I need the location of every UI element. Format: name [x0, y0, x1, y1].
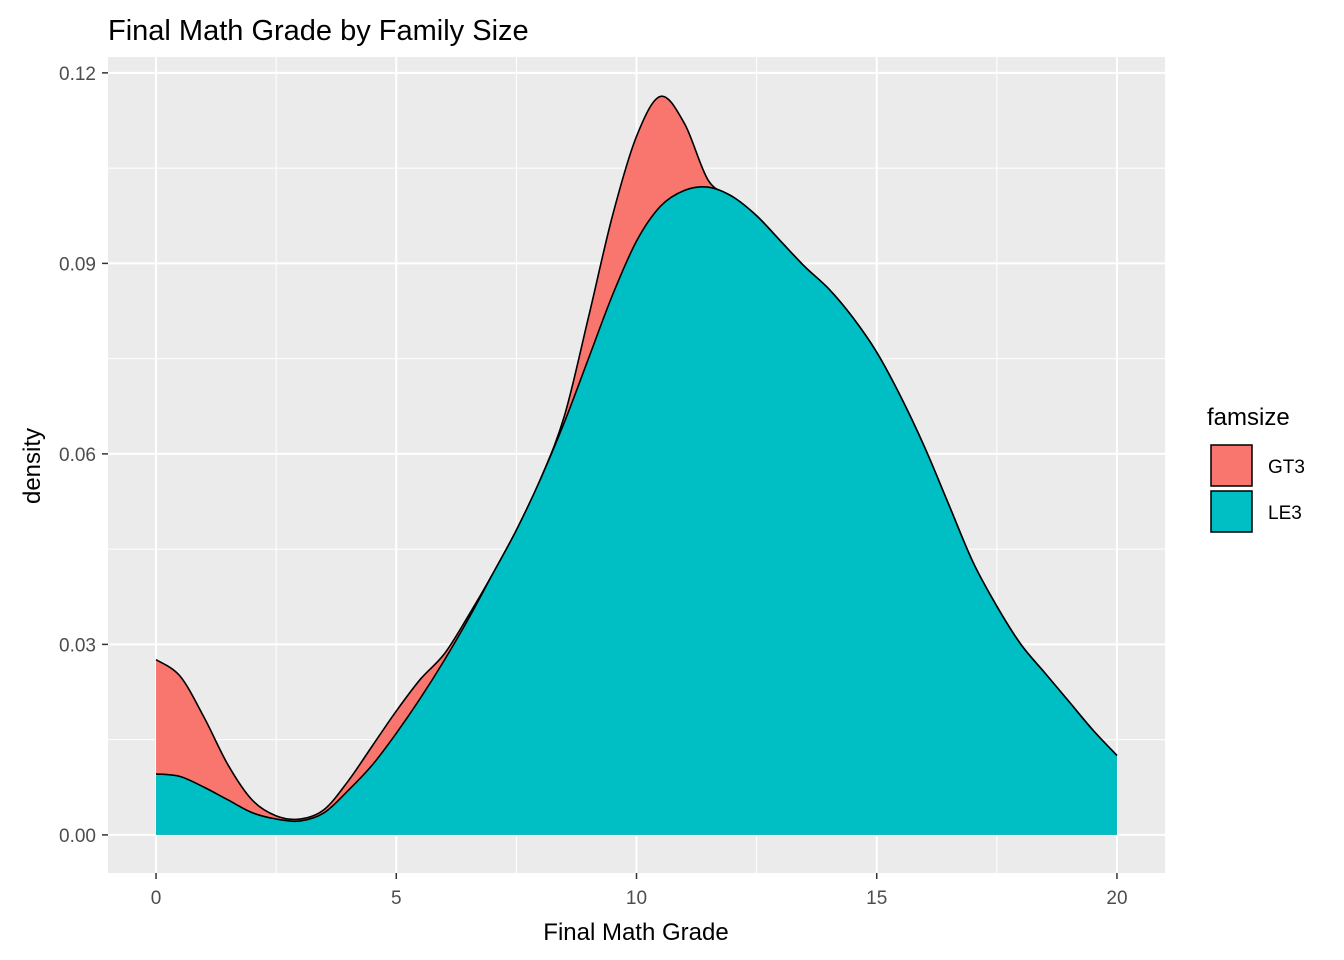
density-line-le3 [155, 185, 1118, 823]
y-axis: 0.00 0.03 0.06 0.09 0.12 [59, 64, 108, 847]
x-tick-label: 5 [391, 888, 402, 909]
legend-title: famsize [1207, 404, 1290, 431]
x-tick-label: 0 [151, 888, 162, 909]
x-tick-label: 10 [626, 888, 647, 909]
x-tick-label: 20 [1106, 888, 1127, 909]
legend-swatch-gt3 [1210, 444, 1253, 487]
x-axis: 0 5 10 15 20 [151, 873, 1128, 909]
legend-label-gt3: GT3 [1268, 457, 1305, 478]
y-tick-label: 0.06 [59, 445, 96, 466]
y-tick-label: 0.09 [59, 254, 96, 275]
x-axis-label: Final Math Grade [543, 919, 728, 946]
legend: famsize GT3 LE3 [1207, 404, 1305, 533]
y-tick-label: 0.03 [59, 635, 96, 656]
x-tick-label: 15 [866, 888, 887, 909]
series-layer [155, 95, 1118, 835]
density-area-le3 [156, 186, 1117, 835]
legend-swatch-le3 [1210, 490, 1253, 533]
y-tick-label: 0.00 [59, 826, 96, 847]
y-tick-label: 0.12 [59, 64, 96, 85]
chart-title: Final Math Grade by Family Size [108, 15, 529, 47]
y-axis-label: density [19, 428, 46, 504]
legend-label-le3: LE3 [1268, 503, 1302, 524]
